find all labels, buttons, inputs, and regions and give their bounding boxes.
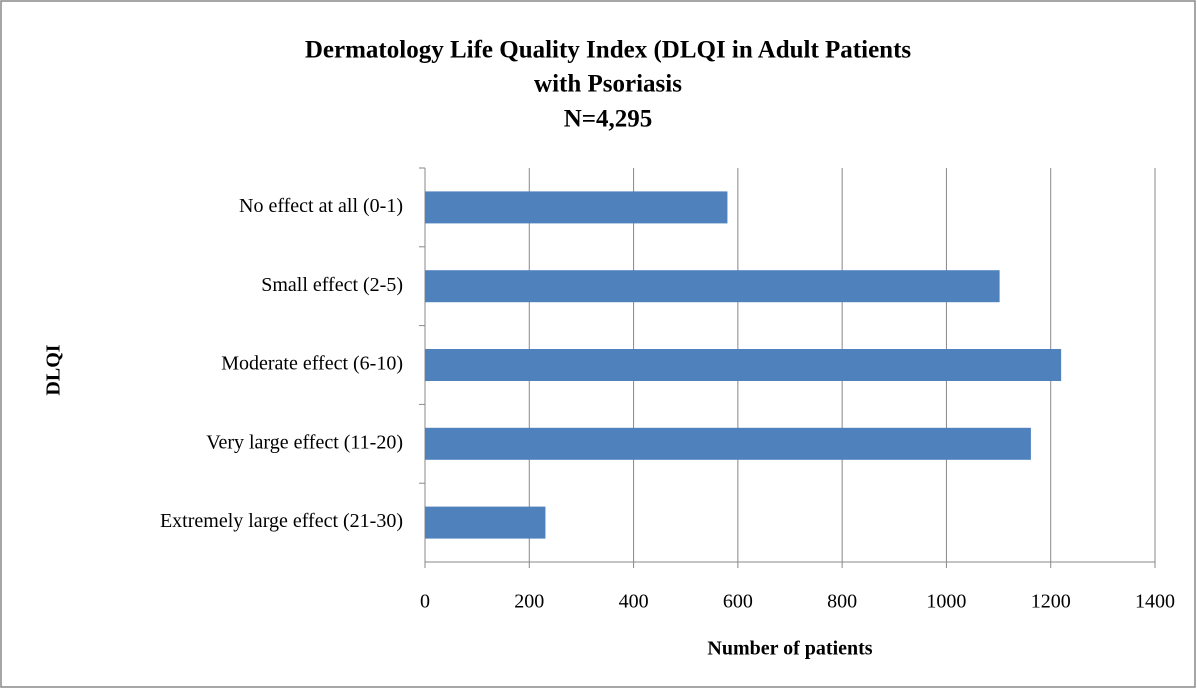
x-tick-label: 1000: [926, 591, 966, 613]
chart-title: Dermatology Life Quality Index (DLQI in …: [305, 37, 912, 64]
chart-title: N=4,295: [564, 106, 653, 133]
x-tick-label: 400: [619, 591, 649, 613]
x-tick-label: 600: [723, 591, 753, 613]
bar: [425, 427, 1031, 460]
x-tick-label: 1400: [1135, 591, 1175, 613]
bar: [425, 349, 1062, 381]
x-tick-label: 800: [827, 591, 857, 613]
bar: [425, 191, 728, 224]
y-tick-label: Moderate effect (6-10): [221, 353, 403, 375]
chart-title: with Psoriasis: [534, 71, 682, 98]
y-tick-label: Very large effect (11-20): [206, 431, 403, 453]
y-tick-label: Small effect (2-5): [261, 274, 403, 296]
x-tick-label: 1200: [1031, 591, 1071, 613]
y-axis-title: DLQI: [43, 344, 65, 395]
x-axis-title: Number of patients: [707, 638, 872, 660]
bar: [425, 506, 546, 539]
y-tick-label: Extremely large effect (21-30): [160, 510, 403, 532]
y-tick-label: No effect at all (0-1): [239, 195, 403, 217]
x-tick-label: 0: [420, 591, 430, 613]
bar: [425, 270, 1000, 303]
x-tick-label: 200: [514, 591, 544, 613]
